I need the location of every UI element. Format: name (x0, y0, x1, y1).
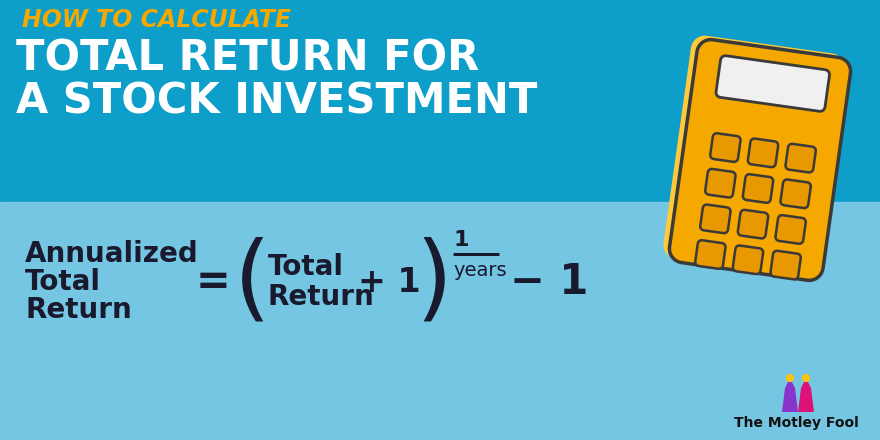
Text: A STOCK INVESTMENT: A STOCK INVESTMENT (16, 80, 538, 122)
Polygon shape (781, 180, 810, 208)
Polygon shape (733, 246, 763, 274)
Polygon shape (785, 378, 795, 388)
Text: Annualized: Annualized (25, 240, 199, 268)
Text: HOW TO CALCULATE: HOW TO CALCULATE (22, 8, 291, 32)
Polygon shape (801, 378, 811, 388)
Polygon shape (786, 144, 816, 172)
Polygon shape (738, 210, 768, 238)
Circle shape (787, 374, 794, 381)
Text: ): ) (415, 236, 451, 328)
Polygon shape (705, 169, 736, 198)
Text: Return: Return (268, 283, 375, 311)
Text: (: ( (234, 236, 271, 328)
Text: 1: 1 (453, 230, 468, 250)
Text: TOTAL RETURN FOR: TOTAL RETURN FOR (16, 37, 480, 79)
Text: − 1: − 1 (510, 261, 589, 303)
Bar (0, 202, 880, 440)
Text: years: years (453, 260, 507, 279)
Circle shape (803, 374, 810, 381)
Polygon shape (775, 215, 806, 244)
Text: =: = (196, 261, 231, 303)
Text: Return: Return (25, 296, 132, 324)
Polygon shape (664, 36, 845, 276)
Text: Total: Total (268, 253, 344, 281)
Polygon shape (798, 388, 814, 412)
Polygon shape (670, 40, 851, 280)
Polygon shape (743, 174, 774, 203)
Text: The Motley Fool: The Motley Fool (734, 416, 858, 430)
Polygon shape (748, 139, 778, 167)
Polygon shape (771, 251, 801, 279)
Text: Total: Total (25, 268, 101, 296)
Bar (0, 0, 880, 202)
Polygon shape (782, 388, 798, 412)
Polygon shape (710, 133, 740, 162)
Polygon shape (700, 205, 730, 233)
Polygon shape (716, 56, 830, 111)
Polygon shape (695, 240, 725, 269)
Text: + 1: + 1 (358, 265, 421, 298)
